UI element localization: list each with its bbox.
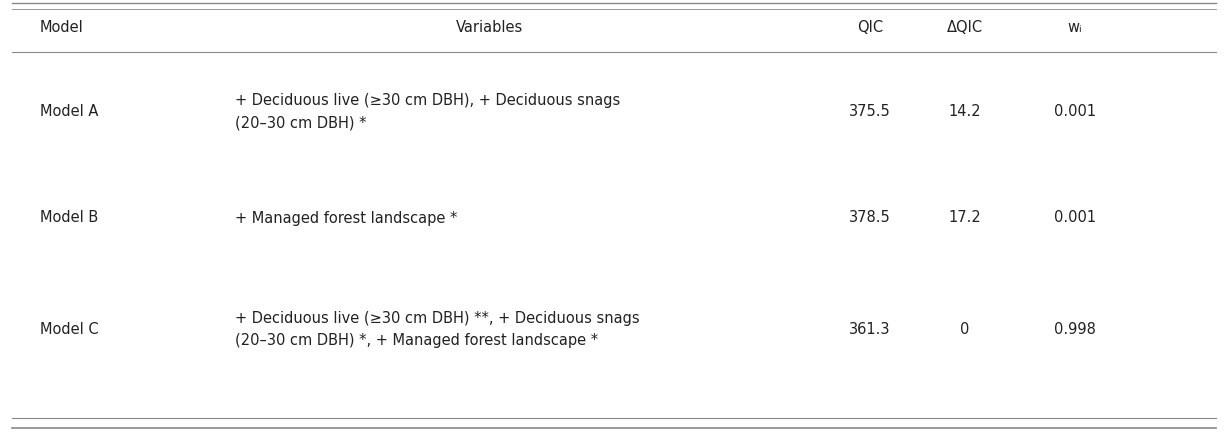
Text: 361.3: 361.3 <box>850 322 890 338</box>
Text: + Deciduous live (≥30 cm DBH), + Deciduous snags: + Deciduous live (≥30 cm DBH), + Deciduo… <box>235 93 620 109</box>
Text: 17.2: 17.2 <box>948 211 981 226</box>
Text: QIC: QIC <box>857 21 883 35</box>
Text: (20–30 cm DBH) *: (20–30 cm DBH) * <box>235 116 366 131</box>
Text: 14.2: 14.2 <box>949 105 981 120</box>
Text: Model B: Model B <box>41 211 98 226</box>
Text: + Managed forest landscape *: + Managed forest landscape * <box>235 211 457 226</box>
Text: 378.5: 378.5 <box>849 211 890 226</box>
Text: + Deciduous live (≥30 cm DBH) **, + Deciduous snags: + Deciduous live (≥30 cm DBH) **, + Deci… <box>235 311 640 326</box>
Text: 0.001: 0.001 <box>1054 105 1097 120</box>
Text: ΔQIC: ΔQIC <box>947 21 984 35</box>
Text: Variables: Variables <box>457 21 523 35</box>
Text: 0: 0 <box>960 322 970 338</box>
Text: 375.5: 375.5 <box>849 105 890 120</box>
Text: Model A: Model A <box>41 105 98 120</box>
Text: wᵢ: wᵢ <box>1067 21 1082 35</box>
Text: Model: Model <box>41 21 84 35</box>
Text: 0.001: 0.001 <box>1054 211 1097 226</box>
Text: Model C: Model C <box>41 322 98 338</box>
Text: (20–30 cm DBH) *, + Managed forest landscape *: (20–30 cm DBH) *, + Managed forest lands… <box>235 333 598 349</box>
Text: 0.998: 0.998 <box>1054 322 1095 338</box>
